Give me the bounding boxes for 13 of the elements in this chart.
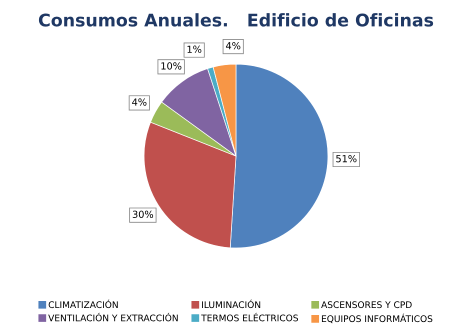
chart-title: Consumos Anuales. Edificio de Oficinas	[38, 13, 434, 27]
data-label: 10%	[161, 62, 182, 70]
data-label: 4%	[132, 98, 146, 106]
legend-label: EQUIPOS INFORMÁTICOS	[322, 314, 432, 324]
legend-label: TERMOS ELÉCTRICOS	[201, 312, 298, 322]
data-label: 30%	[132, 210, 154, 218]
legend-label: VENTILACIÓN Y EXTRACCIÓN	[48, 312, 178, 322]
legend-label: ASCENSORES Y CPD	[321, 301, 412, 308]
data-label: 4%	[226, 42, 240, 50]
legend-label: ILUMINACIÓN	[202, 300, 260, 308]
data-label: 51%	[336, 154, 357, 162]
data-label: 1%	[188, 46, 202, 53]
legend-label: CLIMATIZACIÓN	[48, 300, 118, 308]
